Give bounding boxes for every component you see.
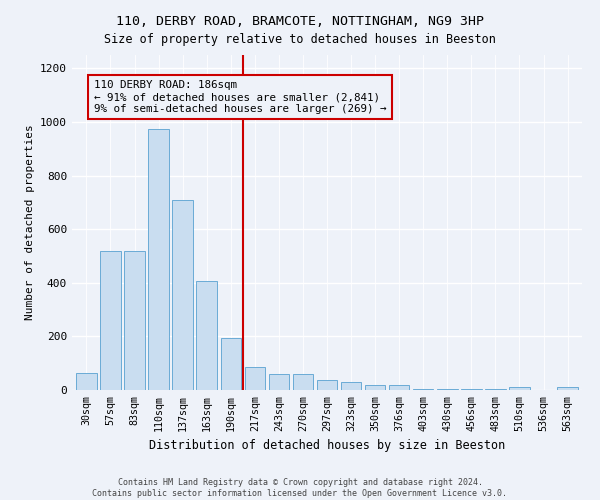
- Bar: [317, 380, 337, 390]
- Text: 110 DERBY ROAD: 186sqm
← 91% of detached houses are smaller (2,841)
9% of semi-d: 110 DERBY ROAD: 186sqm ← 91% of detached…: [94, 80, 386, 114]
- Y-axis label: Number of detached properties: Number of detached properties: [25, 124, 35, 320]
- Bar: [413, 388, 433, 390]
- Bar: [365, 385, 385, 390]
- Text: Contains HM Land Registry data © Crown copyright and database right 2024.
Contai: Contains HM Land Registry data © Crown c…: [92, 478, 508, 498]
- Text: Size of property relative to detached houses in Beeston: Size of property relative to detached ho…: [104, 32, 496, 46]
- Bar: [124, 250, 145, 390]
- Bar: [172, 200, 193, 390]
- Bar: [509, 388, 530, 390]
- Bar: [148, 128, 169, 390]
- Text: 110, DERBY ROAD, BRAMCOTE, NOTTINGHAM, NG9 3HP: 110, DERBY ROAD, BRAMCOTE, NOTTINGHAM, N…: [116, 15, 484, 28]
- Bar: [485, 388, 506, 390]
- Bar: [100, 250, 121, 390]
- Bar: [557, 388, 578, 390]
- Bar: [437, 388, 458, 390]
- Bar: [461, 388, 482, 390]
- Bar: [221, 338, 241, 390]
- Bar: [196, 282, 217, 390]
- Bar: [293, 374, 313, 390]
- Bar: [245, 367, 265, 390]
- X-axis label: Distribution of detached houses by size in Beeston: Distribution of detached houses by size …: [149, 439, 505, 452]
- Bar: [341, 382, 361, 390]
- Bar: [269, 374, 289, 390]
- Bar: [389, 385, 409, 390]
- Bar: [76, 372, 97, 390]
